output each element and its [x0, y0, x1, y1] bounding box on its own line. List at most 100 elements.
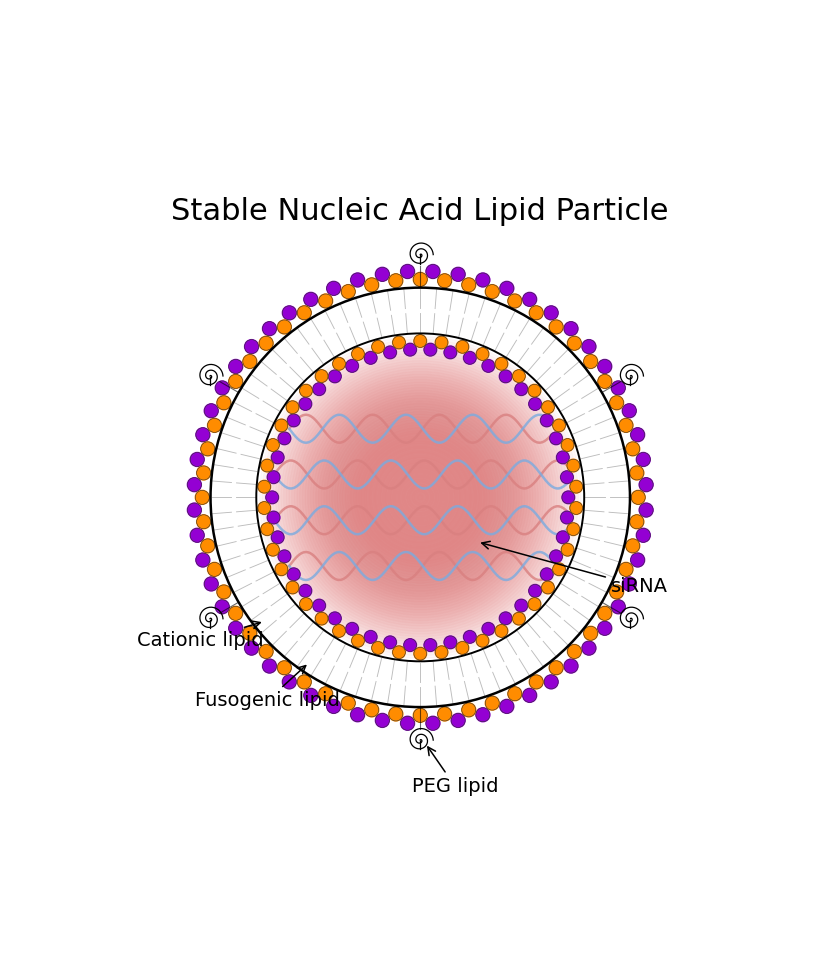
Circle shape	[540, 414, 553, 427]
Circle shape	[375, 714, 389, 727]
Text: Fusogenic lipid: Fusogenic lipid	[194, 666, 339, 710]
Circle shape	[364, 703, 378, 717]
Circle shape	[277, 661, 291, 675]
Circle shape	[346, 622, 358, 636]
Circle shape	[314, 612, 328, 625]
Circle shape	[461, 278, 475, 292]
Circle shape	[351, 348, 364, 360]
Circle shape	[541, 582, 554, 594]
Circle shape	[229, 375, 242, 388]
Circle shape	[499, 612, 511, 625]
Circle shape	[207, 418, 221, 433]
Circle shape	[383, 636, 396, 649]
Circle shape	[287, 414, 300, 427]
Circle shape	[463, 631, 476, 643]
Circle shape	[528, 584, 541, 597]
Circle shape	[630, 428, 644, 441]
Circle shape	[455, 641, 468, 654]
Circle shape	[563, 659, 577, 673]
Circle shape	[581, 641, 595, 655]
Circle shape	[540, 568, 553, 581]
Circle shape	[560, 543, 573, 556]
Circle shape	[455, 340, 468, 354]
Circle shape	[549, 320, 563, 334]
Circle shape	[563, 322, 577, 335]
Circle shape	[567, 336, 581, 351]
Circle shape	[388, 273, 402, 288]
Circle shape	[622, 577, 636, 591]
Circle shape	[507, 294, 521, 308]
Circle shape	[328, 370, 341, 383]
Circle shape	[425, 265, 439, 278]
Circle shape	[190, 452, 204, 467]
Circle shape	[549, 661, 563, 675]
Circle shape	[629, 466, 643, 480]
Circle shape	[364, 352, 377, 364]
Circle shape	[259, 336, 273, 351]
Circle shape	[188, 503, 201, 517]
Circle shape	[216, 585, 231, 599]
Circle shape	[423, 639, 437, 651]
Circle shape	[403, 639, 416, 651]
Circle shape	[299, 384, 312, 397]
Circle shape	[552, 419, 565, 432]
Circle shape	[541, 401, 554, 413]
Circle shape	[266, 439, 279, 451]
Circle shape	[566, 523, 579, 535]
Circle shape	[364, 278, 378, 292]
Circle shape	[443, 346, 456, 358]
Circle shape	[229, 607, 242, 620]
Circle shape	[278, 550, 291, 563]
Circle shape	[556, 451, 568, 464]
Circle shape	[297, 306, 311, 320]
Circle shape	[476, 635, 488, 647]
Circle shape	[566, 459, 579, 472]
Circle shape	[476, 348, 488, 360]
Circle shape	[629, 515, 643, 528]
Circle shape	[414, 334, 426, 348]
Circle shape	[314, 370, 328, 383]
Circle shape	[560, 511, 572, 524]
Circle shape	[499, 370, 511, 383]
Circle shape	[258, 501, 270, 514]
Circle shape	[262, 659, 276, 673]
Circle shape	[507, 687, 521, 700]
Circle shape	[528, 398, 541, 411]
Circle shape	[388, 707, 402, 721]
Circle shape	[392, 646, 405, 659]
Circle shape	[229, 621, 242, 636]
Circle shape	[304, 293, 318, 306]
Circle shape	[609, 585, 623, 599]
Circle shape	[204, 404, 218, 417]
Circle shape	[375, 268, 389, 281]
Circle shape	[549, 432, 562, 444]
Circle shape	[463, 352, 476, 364]
Circle shape	[413, 272, 427, 286]
Circle shape	[319, 687, 333, 700]
Circle shape	[556, 531, 568, 544]
Circle shape	[286, 401, 298, 413]
Circle shape	[528, 675, 542, 689]
Circle shape	[413, 708, 427, 723]
Circle shape	[267, 470, 279, 484]
Circle shape	[278, 432, 291, 444]
Circle shape	[341, 285, 355, 298]
Circle shape	[625, 441, 639, 456]
Circle shape	[514, 599, 527, 611]
Text: siRNA: siRNA	[482, 541, 667, 596]
Circle shape	[392, 336, 405, 349]
Circle shape	[609, 396, 623, 410]
Circle shape	[597, 607, 611, 620]
Circle shape	[258, 480, 270, 493]
Circle shape	[560, 470, 572, 484]
Circle shape	[622, 404, 636, 417]
Circle shape	[260, 459, 274, 472]
Circle shape	[204, 577, 218, 591]
Circle shape	[244, 340, 258, 354]
Circle shape	[326, 699, 340, 713]
Circle shape	[485, 696, 499, 710]
Circle shape	[630, 553, 644, 567]
Circle shape	[625, 539, 639, 553]
Circle shape	[190, 528, 204, 542]
Circle shape	[351, 273, 364, 287]
